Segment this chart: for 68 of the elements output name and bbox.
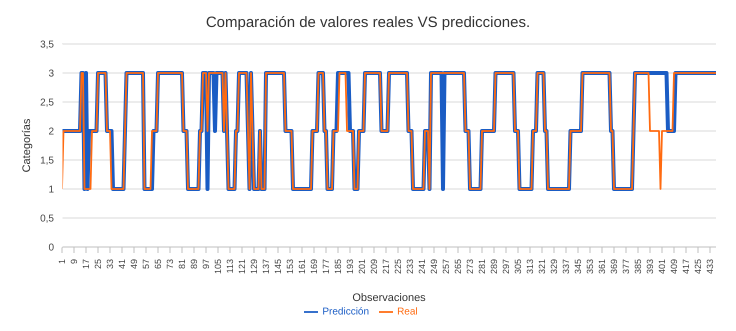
x-tick-label: 305 — [513, 259, 523, 274]
x-tick-label: 369 — [609, 259, 619, 274]
x-tick-label: 409 — [669, 259, 679, 274]
x-tick-label: 113 — [225, 259, 235, 274]
x-tick-label: 17 — [81, 259, 91, 270]
x-tick-label: 297 — [501, 259, 511, 274]
y-tick-label: 2 — [48, 126, 54, 138]
y-tick-label: 1 — [48, 184, 54, 196]
y-axis-title: Categorías — [20, 118, 33, 172]
x-tick-label: 281 — [477, 259, 487, 274]
y-tick-label: 3,5 — [40, 40, 54, 51]
x-tick-label: 433 — [705, 259, 715, 274]
y-tick-label: 2,5 — [40, 98, 54, 109]
x-tick-label: 337 — [561, 259, 571, 274]
x-tick-label: 377 — [621, 259, 631, 274]
x-tick-label: 321 — [537, 259, 547, 274]
y-tick-label: 3 — [48, 68, 54, 80]
x-tick-label: 153 — [285, 259, 295, 274]
x-tick-label: 313 — [525, 259, 535, 274]
x-tick-label: 201 — [357, 259, 367, 274]
legend-label: Real — [397, 306, 418, 318]
y-tick-label: 0,5 — [40, 214, 54, 225]
y-tick-label: 1,5 — [40, 156, 54, 167]
x-tick-label: 217 — [381, 259, 391, 274]
x-tick-label: 393 — [645, 259, 655, 274]
x-tick-label: 57 — [141, 259, 151, 270]
x-tick-label: 241 — [417, 259, 427, 274]
x-tick-label: 73 — [165, 259, 175, 270]
x-tick-label: 249 — [429, 259, 439, 274]
x-tick-label: 49 — [129, 259, 139, 270]
x-tick-label: 33 — [105, 259, 115, 270]
x-tick-label: 233 — [405, 259, 415, 274]
x-tick-label: 273 — [465, 259, 475, 274]
x-tick-label: 97 — [201, 259, 211, 270]
x-tick-label: 401 — [657, 259, 667, 274]
x-tick-label: 25 — [93, 259, 103, 270]
x-tick-label: 353 — [585, 259, 595, 274]
x-tick-label: 265 — [453, 259, 463, 274]
x-tick-label: 361 — [597, 259, 607, 274]
x-tick-label: 425 — [693, 259, 703, 274]
x-tick-label: 345 — [573, 259, 583, 274]
chart-title: Comparación de valores reales VS predicciones. — [204, 13, 532, 33]
x-tick-label: 257 — [441, 259, 451, 274]
y-tick-label: 0 — [48, 242, 54, 254]
x-tick-label: 121 — [237, 259, 247, 274]
x-tick-label: 145 — [273, 259, 283, 274]
x-tick-label: 161 — [297, 259, 307, 274]
legend-label: Predicción — [322, 306, 370, 318]
x-tick-label: 385 — [633, 259, 643, 274]
x-tick-label: 185 — [333, 259, 343, 274]
x-axis-title: Observaciones — [352, 292, 426, 304]
x-tick-label: 81 — [177, 259, 187, 270]
x-tick-label: 41 — [117, 259, 127, 270]
x-tick-label: 129 — [249, 259, 259, 274]
x-tick-label: 65 — [153, 259, 163, 270]
x-tick-label: 289 — [489, 259, 499, 274]
x-tick-label: 137 — [261, 259, 271, 274]
x-tick-label: 169 — [309, 259, 319, 274]
x-tick-label: 1 — [57, 259, 67, 264]
x-tick-label: 105 — [213, 259, 223, 274]
x-tick-label: 193 — [345, 259, 355, 274]
x-tick-label: 177 — [321, 259, 331, 274]
x-tick-label: 225 — [393, 259, 403, 274]
x-tick-label: 9 — [69, 259, 79, 264]
x-tick-label: 329 — [549, 259, 559, 274]
x-tick-label: 89 — [189, 259, 199, 270]
x-tick-label: 417 — [681, 259, 691, 274]
x-tick-label: 209 — [369, 259, 379, 274]
